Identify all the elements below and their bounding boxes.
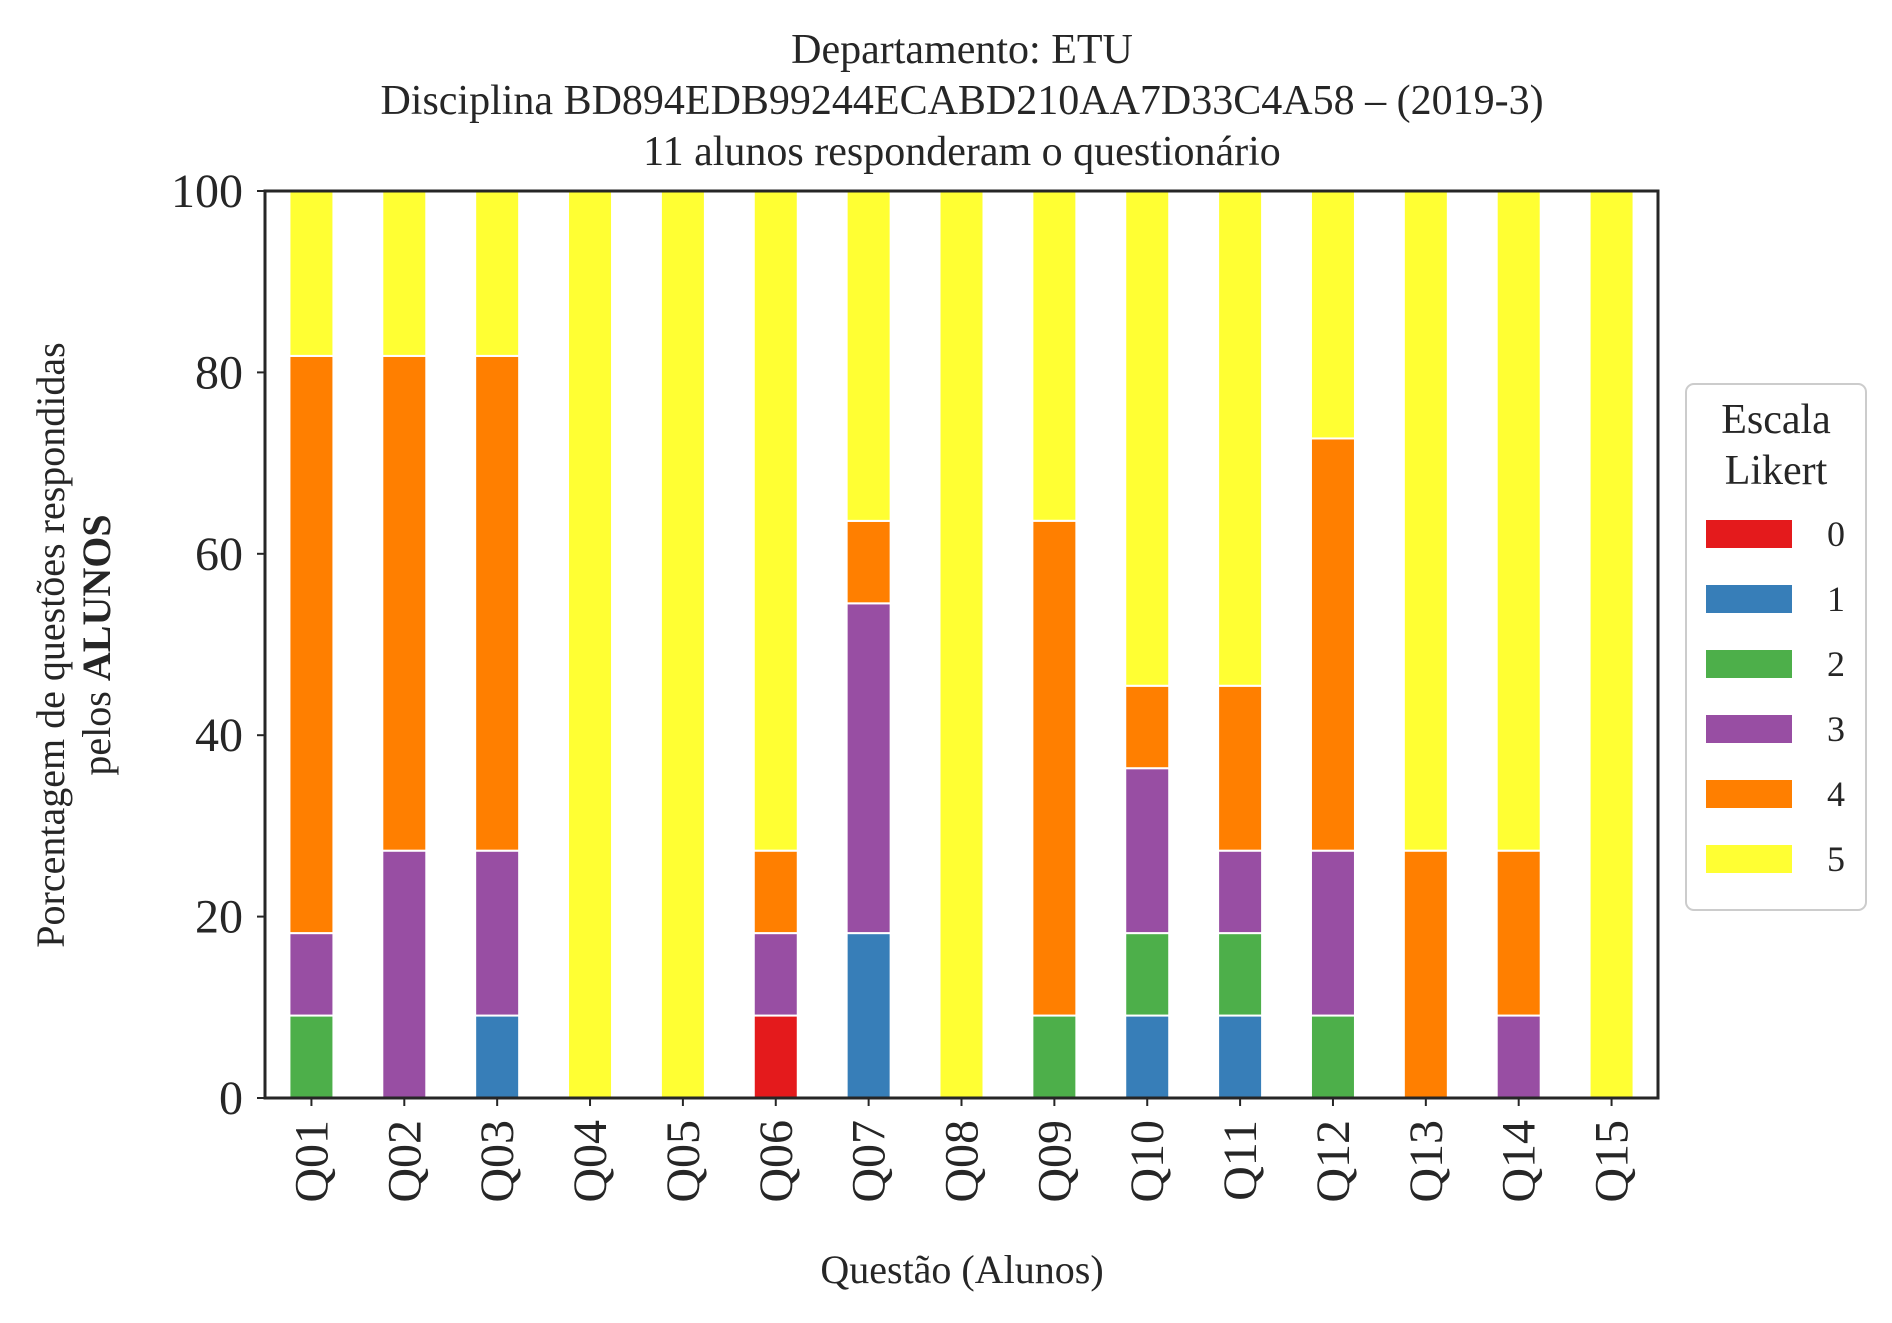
x-tick-label: Q06: [750, 1120, 803, 1203]
y-tick-label: 60: [195, 528, 243, 581]
bars-layer: [288, 190, 1635, 1100]
y-tick-label: 0: [219, 1072, 243, 1125]
bar-segment-q11-scale-5: [1217, 190, 1264, 687]
x-axis-label: Questão (Alunos): [820, 1247, 1103, 1292]
bar-segment-q11-scale-2: [1217, 932, 1264, 1017]
bar-segment-q10-scale-5: [1124, 190, 1171, 687]
bar-segment-q05-scale-5: [659, 190, 706, 1099]
plot-frame: [263, 189, 1660, 1100]
bar-segment-q07-scale-3: [845, 602, 892, 935]
bar-segment-q10-scale-3: [1124, 767, 1171, 935]
y-axis-label-line2: pelos ALUNOS: [74, 514, 119, 775]
bar-segment-q06-scale-4: [752, 849, 799, 935]
bar-segment-q14-scale-3: [1495, 1014, 1542, 1100]
legend-swatch-2: [1706, 650, 1792, 678]
bar-segment-q07-scale-5: [845, 190, 892, 522]
legend-label-0: 0: [1827, 514, 1845, 554]
legend-label-4: 4: [1827, 774, 1845, 814]
bar-segment-q03-scale-1: [474, 1014, 521, 1100]
legend-box: [1685, 383, 1867, 911]
bar-segment-q10-scale-1: [1124, 1014, 1171, 1100]
x-tick-label: Q03: [471, 1120, 524, 1203]
x-tick-label: Q02: [378, 1120, 431, 1203]
bar-segment-q01-scale-2: [288, 1014, 335, 1100]
bar-segment-q12-scale-2: [1309, 1014, 1356, 1100]
y-axis-label-bold: ALUNOS: [74, 514, 119, 681]
bar-segment-q06-scale-3: [752, 932, 799, 1017]
bar-segment-q02-scale-4: [381, 354, 428, 852]
bar-segment-q01-scale-5: [288, 190, 335, 357]
bar-segment-q09-scale-4: [1031, 519, 1078, 1017]
x-tick-label: Q12: [1307, 1120, 1360, 1203]
legend-title-line2: Likert: [1725, 448, 1828, 494]
legend-title-line1: Escala: [1721, 397, 1831, 443]
bar-segment-q04-scale-5: [567, 190, 614, 1099]
legend-label-1: 1: [1827, 579, 1845, 619]
bar-segment-q03-scale-5: [474, 190, 521, 357]
bar-segment-q01-scale-3: [288, 932, 335, 1017]
legend: Escala Likert 0 1 2 3 4 5: [1685, 383, 1867, 911]
legend-label-2: 2: [1827, 644, 1845, 684]
y-tick-label: 80: [195, 346, 243, 399]
x-tick-label: Q05: [657, 1120, 710, 1203]
legend-swatch-0: [1706, 520, 1792, 548]
bar-segment-q03-scale-3: [474, 849, 521, 1017]
x-tick-label: Q11: [1214, 1120, 1267, 1201]
legend-label-3: 3: [1827, 709, 1845, 749]
bar-segment-q08-scale-5: [938, 190, 985, 1099]
bar-segment-q02-scale-5: [381, 190, 428, 357]
bar-segment-q11-scale-3: [1217, 849, 1264, 935]
chart-title: Departamento: ETU Disciplina BD894EDB992…: [380, 27, 1543, 175]
bar-segment-q10-scale-2: [1124, 932, 1171, 1017]
bar-segment-q14-scale-5: [1495, 190, 1542, 852]
x-tick-label: Q08: [936, 1120, 989, 1203]
y-axis-ticks: 0 20 40 60 80 100: [171, 165, 265, 1125]
title-line-department: Departamento: ETU: [791, 27, 1133, 73]
x-tick-label: Q15: [1586, 1120, 1639, 1203]
bar-segment-q12-scale-4: [1309, 437, 1356, 852]
legend-swatch-5: [1706, 845, 1792, 873]
x-tick-label: Q09: [1028, 1120, 1081, 1203]
bar-segment-q07-scale-1: [845, 932, 892, 1100]
x-tick-label: Q10: [1121, 1120, 1174, 1203]
y-axis-label-line1: Porcentagem de questões respondidas: [28, 342, 73, 947]
bar-segment-q14-scale-4: [1495, 849, 1542, 1017]
x-tick-label: Q01: [285, 1120, 338, 1203]
x-tick-label: Q04: [564, 1120, 617, 1203]
legend-swatch-1: [1706, 585, 1792, 613]
x-tick-label: Q14: [1493, 1120, 1546, 1203]
bar-segment-q13-scale-5: [1402, 190, 1449, 852]
bar-segment-q12-scale-5: [1309, 190, 1356, 440]
bar-segment-q07-scale-4: [845, 519, 892, 605]
bar-segment-q09-scale-2: [1031, 1014, 1078, 1100]
bar-segment-q13-scale-4: [1402, 849, 1449, 1099]
bar-segment-q02-scale-3: [381, 849, 428, 1099]
bar-segment-q11-scale-1: [1217, 1014, 1264, 1100]
bar-segment-q06-scale-0: [752, 1014, 799, 1100]
title-line-respondents: 11 alunos responderam o questionário: [643, 129, 1281, 175]
y-axis-label-prefix: pelos: [74, 681, 119, 775]
bar-segment-q06-scale-5: [752, 190, 799, 852]
y-tick-label: 40: [195, 709, 243, 762]
bar-segment-q09-scale-5: [1031, 190, 1078, 522]
legend-swatch-4: [1706, 780, 1792, 808]
bar-segment-q11-scale-4: [1217, 684, 1264, 852]
bar-segment-q03-scale-4: [474, 354, 521, 852]
title-line-discipline: Disciplina BD894EDB99244ECABD210AA7D33C4…: [380, 78, 1543, 124]
y-axis-label: Porcentagem de questões respondidas pelo…: [28, 342, 119, 947]
y-tick-label: 20: [195, 891, 243, 944]
bar-segment-q15-scale-5: [1588, 190, 1635, 1099]
bar-segment-q01-scale-4: [288, 354, 335, 935]
x-tick-label: Q13: [1400, 1120, 1453, 1203]
x-tick-label: Q07: [843, 1120, 896, 1203]
legend-label-5: 5: [1827, 839, 1845, 879]
x-axis-ticks: Q01 Q02 Q03 Q04 Q05 Q06 Q07 Q08 Q09 Q10 Q11 Q12 Q13 Q…: [285, 1098, 1639, 1203]
legend-swatch-3: [1706, 715, 1792, 743]
bar-segment-q10-scale-4: [1124, 684, 1171, 770]
legend-items: 0 1 2 3 4 5: [1706, 514, 1845, 879]
bar-segment-q12-scale-3: [1309, 849, 1356, 1017]
y-tick-label: 100: [171, 165, 243, 218]
